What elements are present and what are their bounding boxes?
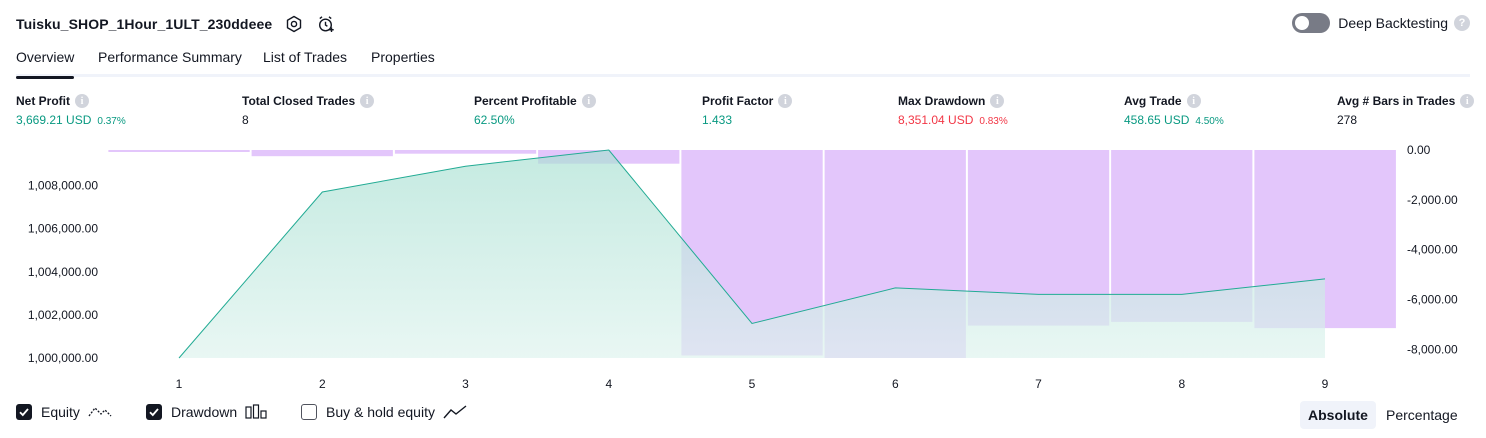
metric-value: 278 bbox=[1337, 113, 1358, 127]
metric-value: 62.50% bbox=[474, 113, 515, 127]
metric-percent: 0.37% bbox=[97, 116, 126, 127]
legend-drawdown[interactable]: Drawdown bbox=[146, 404, 267, 420]
x-axis-tick-label: 4 bbox=[605, 377, 612, 391]
metric-avg-trade: Avg Trade i 458.65 USD 4.50% bbox=[1124, 93, 1224, 127]
chart-axes: 1,000,000.00 1,002,000.00 1,004,000.00 1,00… bbox=[28, 143, 1458, 391]
left-axis-tick-label: 1,006,000.00 bbox=[28, 222, 98, 236]
tab-performance-summary[interactable]: Performance Summary bbox=[98, 49, 242, 65]
equity-line-icon bbox=[88, 404, 112, 420]
info-icon[interactable]: i bbox=[1460, 94, 1475, 108]
legend-equity[interactable]: Equity bbox=[16, 404, 112, 420]
drawdown-bar bbox=[1254, 150, 1396, 329]
strategy-title: Tuisku_SHOP_1Hour_1ULT_230ddeee bbox=[16, 16, 273, 32]
left-axis-tick-label: 1,004,000.00 bbox=[28, 265, 98, 279]
info-icon[interactable]: i bbox=[75, 94, 89, 108]
checkbox-checked-icon[interactable] bbox=[146, 404, 162, 420]
right-axis-tick-label: 0.00 bbox=[1407, 143, 1431, 157]
settings-icon[interactable] bbox=[284, 14, 304, 34]
x-axis-tick-label: 6 bbox=[892, 377, 899, 391]
metric-max-drawdown: Max Drawdown i 8,351.04 USD 0.83% bbox=[898, 93, 1008, 127]
metric-value: 3,669.21 USD bbox=[16, 113, 92, 127]
info-icon[interactable]: i bbox=[360, 94, 375, 108]
right-axis-tick-label: -6,000.00 bbox=[1407, 292, 1458, 306]
drawdown-bar bbox=[108, 150, 250, 152]
x-axis-tick-label: 1 bbox=[176, 377, 183, 391]
x-axis-tick-label: 5 bbox=[749, 377, 756, 391]
metric-percent-profitable: Percent Profitable i 62.50% bbox=[474, 93, 596, 127]
checkbox-checked-icon[interactable] bbox=[16, 404, 32, 420]
checkbox-unchecked-icon[interactable] bbox=[301, 404, 317, 420]
deep-backtesting-toggle[interactable] bbox=[1292, 13, 1331, 33]
legend-label: Buy & hold equity bbox=[326, 404, 435, 420]
deep-backtesting: Deep Backtesting ? bbox=[1292, 13, 1470, 33]
x-axis-tick-label: 2 bbox=[319, 377, 326, 391]
right-axis-tick-label: -2,000.00 bbox=[1407, 193, 1458, 207]
metric-percent: 0.83% bbox=[979, 116, 1008, 127]
help-icon[interactable]: ? bbox=[1454, 15, 1470, 31]
add-alert-icon[interactable] bbox=[316, 14, 336, 34]
metric-value: 1.433 bbox=[702, 113, 733, 127]
metric-label: Total Closed Trades bbox=[242, 94, 356, 108]
metric-total-closed-trades: Total Closed Trades i 8 bbox=[242, 93, 375, 127]
tab-bar: Overview Performance Summary List of Tra… bbox=[16, 44, 1470, 79]
equity-area bbox=[179, 150, 1325, 358]
metric-avg-bars: Avg # Bars in Trades i 278 bbox=[1337, 93, 1475, 127]
metric-label: Max Drawdown bbox=[898, 94, 986, 108]
drawdown-bar bbox=[251, 150, 393, 157]
drawdown-bar bbox=[681, 150, 823, 356]
drawdown-bar bbox=[967, 150, 1110, 326]
legend-buy-hold[interactable]: Buy & hold equity bbox=[301, 404, 467, 420]
left-axis-tick-label: 1,002,000.00 bbox=[28, 308, 98, 322]
metric-label: Percent Profitable bbox=[474, 94, 577, 108]
legend-label: Equity bbox=[41, 404, 80, 420]
right-axis-tick-label: -4,000.00 bbox=[1407, 243, 1458, 257]
left-axis-tick-label: 1,000,000.00 bbox=[28, 351, 98, 365]
metric-value: 8,351.04 USD bbox=[898, 113, 974, 127]
metric-percent: 4.50% bbox=[1195, 116, 1224, 127]
metric-label: Avg # Bars in Trades bbox=[1337, 94, 1456, 108]
equity-line bbox=[178, 149, 1326, 359]
percentage-toggle[interactable]: Percentage bbox=[1386, 407, 1458, 423]
info-icon[interactable]: i bbox=[990, 94, 1005, 108]
buy-hold-line-icon bbox=[443, 404, 467, 420]
toggle-knob bbox=[1295, 16, 1310, 30]
tab-overview[interactable]: Overview bbox=[16, 49, 75, 79]
tab-list-of-trades[interactable]: List of Trades bbox=[263, 49, 348, 65]
x-axis-tick-label: 8 bbox=[1178, 377, 1185, 391]
info-icon[interactable]: i bbox=[581, 94, 596, 108]
info-icon[interactable]: i bbox=[778, 94, 793, 108]
metric-value: 458.65 USD bbox=[1124, 113, 1190, 127]
right-axis-tick-label: -8,000.00 bbox=[1407, 342, 1458, 356]
x-axis-tick-label: 3 bbox=[462, 377, 469, 391]
metric-label: Profit Factor bbox=[702, 94, 774, 108]
strategy-header: Tuisku_SHOP_1Hour_1ULT_230ddeee bbox=[16, 12, 336, 36]
drawdown-bar bbox=[824, 150, 966, 358]
x-axis-tick-label: 9 bbox=[1322, 377, 1329, 391]
metric-profit-factor: Profit Factor i 1.433 bbox=[702, 93, 793, 127]
tab-properties[interactable]: Properties bbox=[371, 49, 435, 65]
drawdown-bars-icon bbox=[245, 404, 267, 420]
x-axis-tick-label: 7 bbox=[1035, 377, 1042, 391]
left-axis-tick-label: 1,008,000.00 bbox=[28, 179, 98, 193]
metric-value: 8 bbox=[242, 113, 249, 127]
drawdown-bar bbox=[1111, 150, 1253, 322]
drawdown-series bbox=[108, 150, 1396, 358]
metric-label: Net Profit bbox=[16, 94, 70, 108]
equity-series bbox=[178, 149, 1326, 359]
absolute-toggle[interactable]: Absolute bbox=[1300, 401, 1376, 429]
info-icon[interactable]: i bbox=[1186, 94, 1201, 108]
legend-label: Drawdown bbox=[171, 404, 238, 420]
metric-label: Avg Trade bbox=[1124, 94, 1182, 108]
deep-backtesting-label: Deep Backtesting bbox=[1338, 15, 1448, 31]
metric-net-profit: Net Profit i 3,669.21 USD 0.37% bbox=[16, 93, 126, 127]
drawdown-bar bbox=[394, 150, 537, 154]
drawdown-bar bbox=[538, 150, 680, 164]
